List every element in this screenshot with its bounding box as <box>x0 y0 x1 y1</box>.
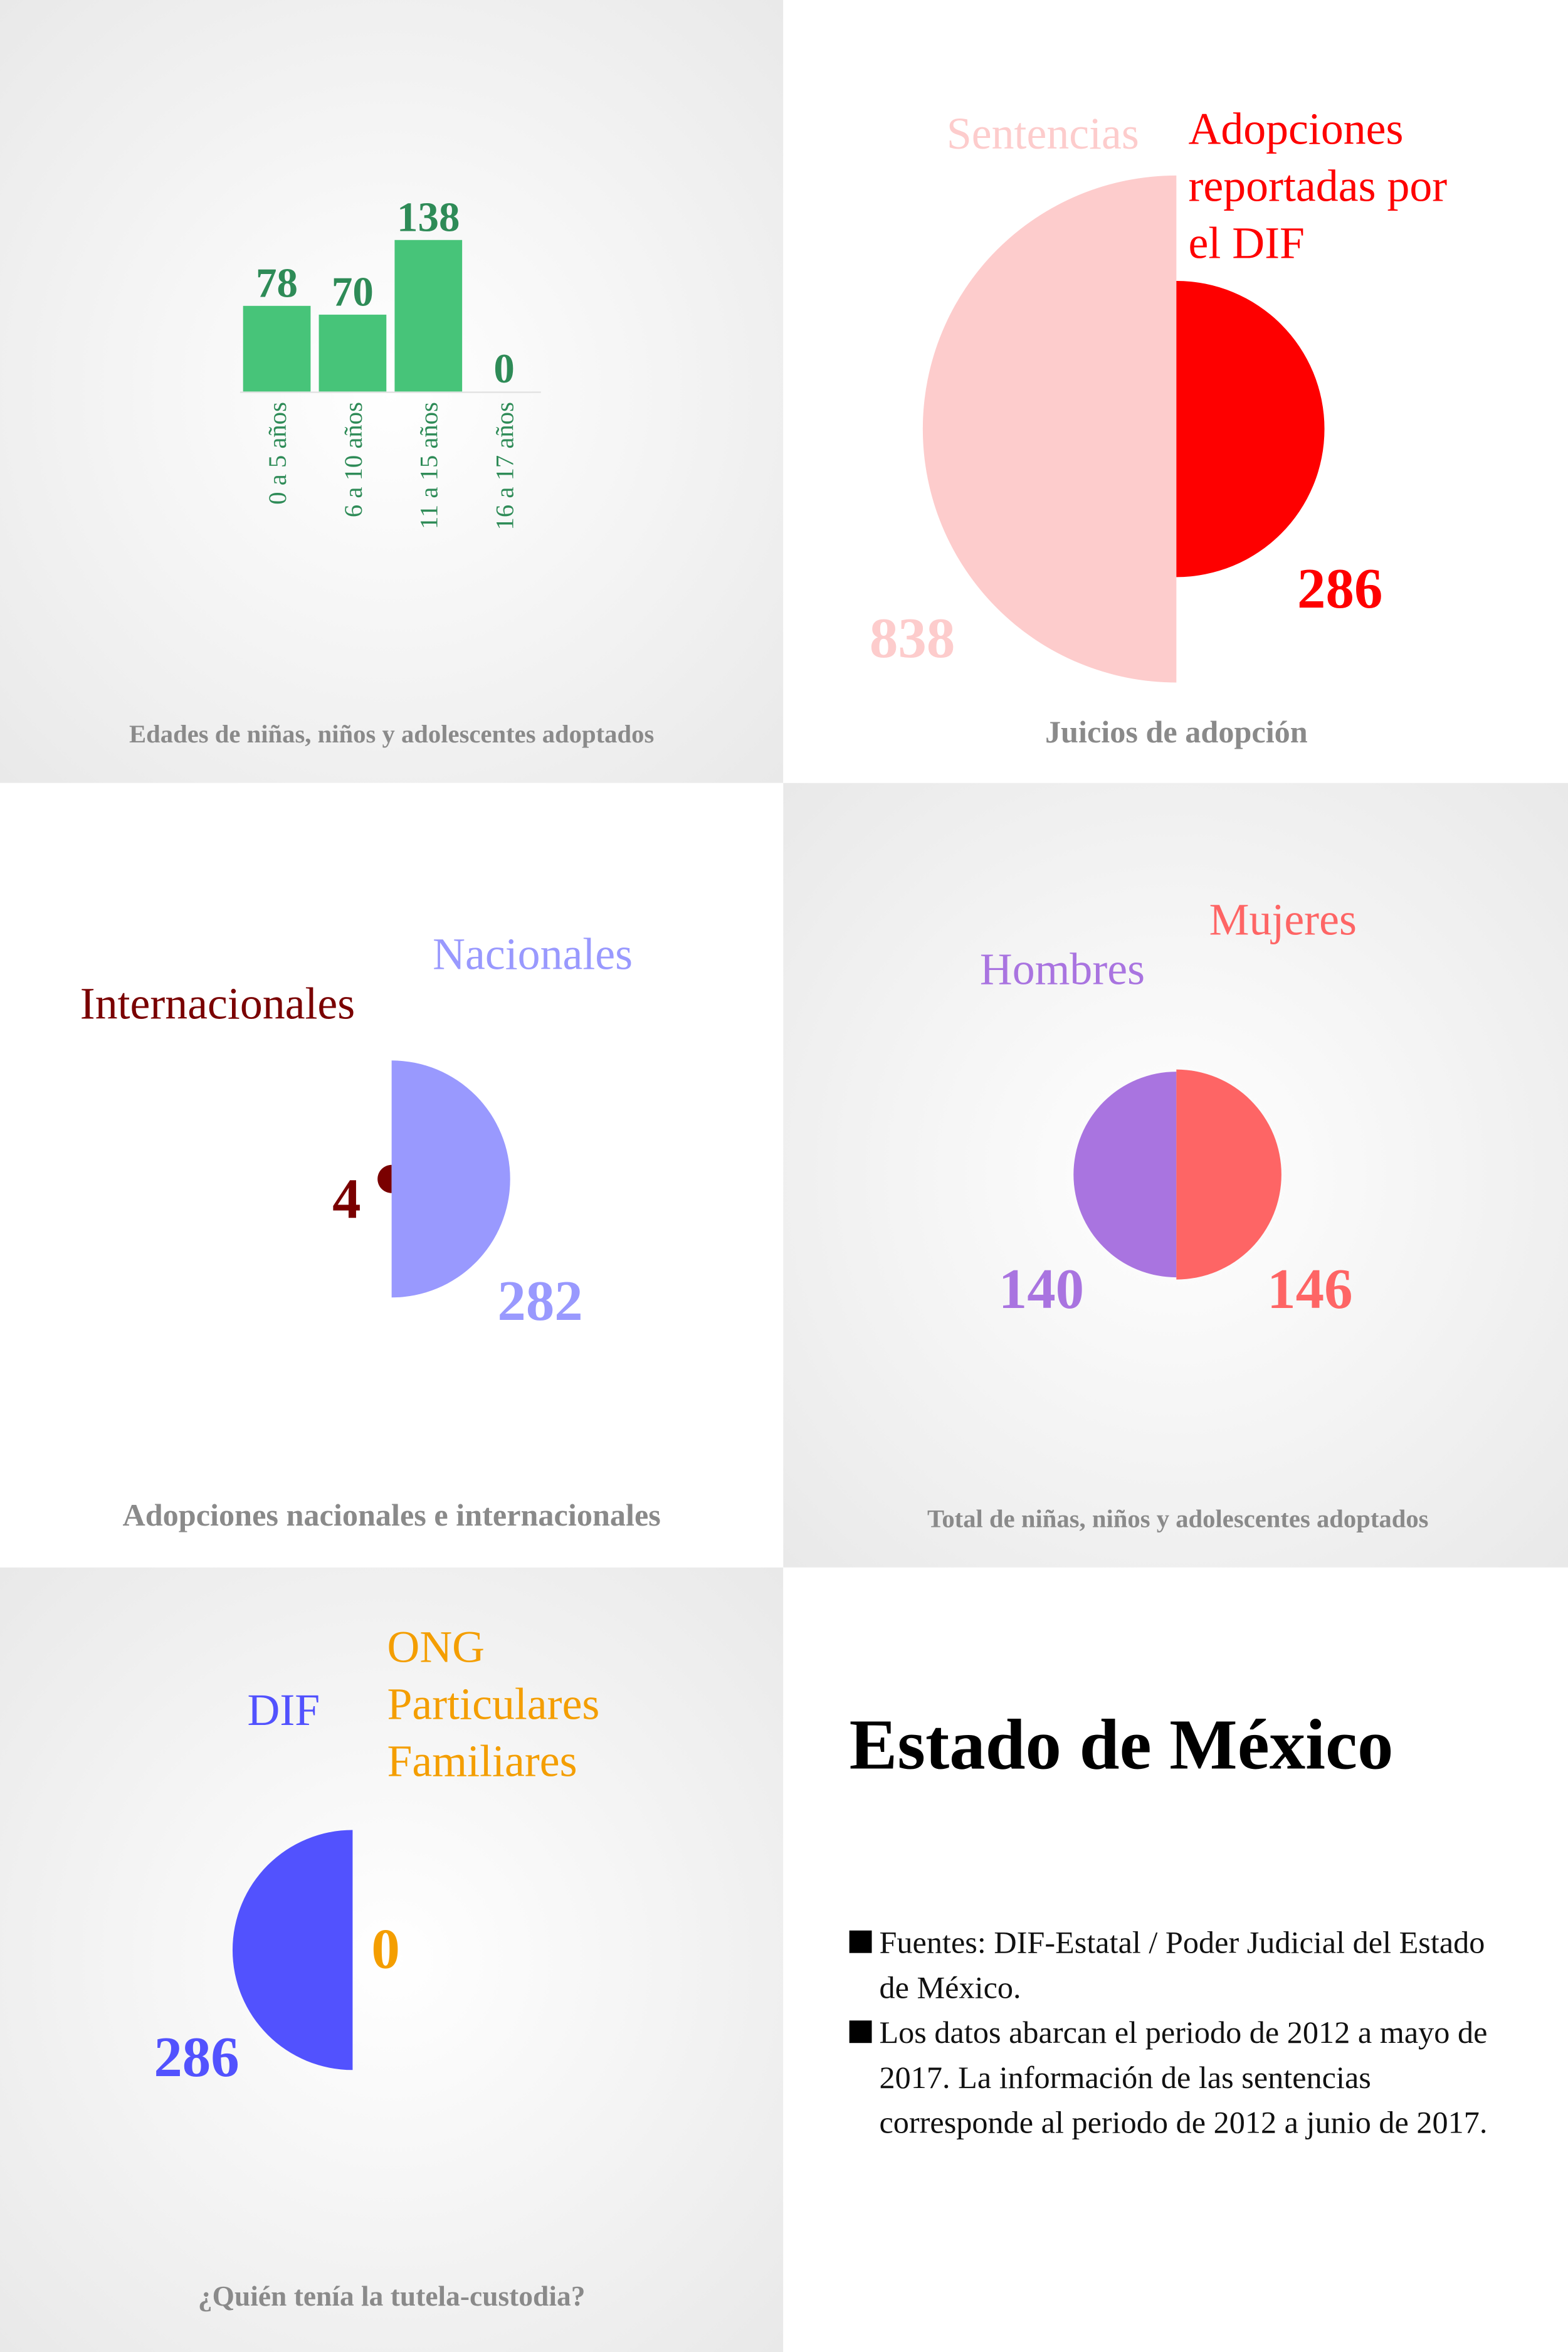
note: Los datos abarcan el periodo de 2012 a m… <box>849 2010 1510 2145</box>
value-label: 78 <box>256 260 298 306</box>
half-circle <box>1176 1069 1281 1280</box>
half-circle <box>377 1164 392 1193</box>
chart-title: Edades de niñas, niños y adolescentes ad… <box>129 720 654 748</box>
note-text: Los datos abarcan el periodo de 2012 a m… <box>879 2014 1488 2141</box>
half-circle <box>1073 1072 1177 1278</box>
category-label: Hombres <box>980 944 1145 994</box>
category-label-box: Adopciones reportadas por el DIF <box>1188 105 1448 269</box>
value-label: 286 <box>154 2025 239 2089</box>
value-label: 140 <box>999 1257 1084 1321</box>
panel <box>0 1567 784 2352</box>
category-label: Adopciones reportadas por el DIF <box>1188 105 1448 269</box>
bar <box>394 240 463 392</box>
value-label: 146 <box>1267 1257 1352 1321</box>
category-label: Internacionales <box>80 978 355 1028</box>
half-circle <box>391 1060 510 1298</box>
bar <box>318 314 387 392</box>
category-label: Mujeres <box>1209 894 1357 944</box>
note: Fuentes: DIF-Estatal / Poder Judicial de… <box>849 1920 1510 2010</box>
note-text: Fuentes: DIF-Estatal / Poder Judicial de… <box>879 1924 1485 2006</box>
half-circle <box>232 1830 353 2070</box>
category-label: Sentencias <box>947 108 1139 159</box>
value-label: 282 <box>497 1269 582 1332</box>
chart-title: Total de niñas, niños y adolescentes ado… <box>927 1504 1429 1532</box>
category-label-box: ONG Particulares Familiares <box>387 1623 600 1787</box>
value-label: 4 <box>332 1168 360 1231</box>
notes-title-box: Estado de México <box>849 1707 1394 1785</box>
notes: Fuentes: DIF-Estatal / Poder Judicial de… <box>849 1920 1510 2145</box>
chart-title: ¿Quién tenía la tutela-custodia? <box>198 2280 586 2312</box>
value-label: 0 <box>493 345 515 392</box>
category-label: DIF <box>248 1685 320 1735</box>
value-label: 138 <box>397 194 460 240</box>
notes-title: Estado de México <box>849 1707 1394 1785</box>
category-label: ONG Particulares Familiares <box>387 1623 600 1787</box>
half-circle <box>922 175 1177 683</box>
category-label: 16 a 17 años <box>491 402 519 530</box>
category-label: 11 a 15 años <box>415 402 443 529</box>
value-label: 0 <box>371 1917 399 1981</box>
value-label: 838 <box>870 606 955 670</box>
category-label: 0 a 5 años <box>263 402 292 505</box>
category-label: 6 a 10 años <box>339 402 367 517</box>
value-label: 286 <box>1297 557 1382 620</box>
chart-title: Juicios de adopción <box>1045 714 1308 749</box>
panel <box>783 1567 1568 2352</box>
value-label: 70 <box>332 268 374 315</box>
bar <box>243 305 311 392</box>
notes-box: Fuentes: DIF-Estatal / Poder Judicial de… <box>849 1920 1510 2145</box>
chart-title: Adopciones nacionales e internacionales <box>122 1497 660 1532</box>
category-label: Nacionales <box>433 929 633 979</box>
half-circle <box>1176 280 1325 577</box>
